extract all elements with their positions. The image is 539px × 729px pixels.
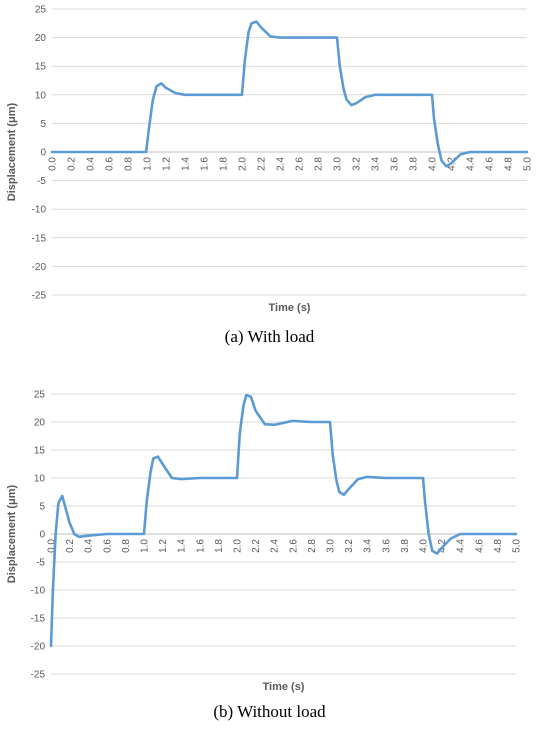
x-tick-label: 3.2: [352, 157, 363, 171]
y-tick-label: -10: [31, 586, 46, 597]
y-tick-label: 15: [34, 446, 46, 457]
x-tick-label: 4.6: [474, 539, 485, 553]
y-tick-label: 10: [35, 90, 47, 101]
x-tick-label: 1.4: [177, 539, 188, 553]
series-line: [49, 393, 518, 648]
x-tick-label: 0.2: [65, 539, 76, 553]
x-tick-label: 1.0: [143, 157, 154, 171]
y-tick-label: 25: [34, 390, 46, 401]
x-tick-label: 4.0: [428, 157, 439, 171]
x-tick-label: 1.2: [162, 157, 173, 171]
y-tick-label: 5: [40, 119, 46, 130]
y-tick-label: -5: [36, 558, 45, 569]
series-line: [50, 20, 529, 168]
y-tick-label: 0: [39, 530, 45, 541]
x-tick-label: 0.4: [86, 157, 97, 171]
y-tick-label: 20: [34, 418, 46, 429]
x-tick-label: 5.0: [523, 157, 534, 171]
x-tick-label: 2.4: [270, 539, 281, 553]
x-tick-label: 0.8: [121, 539, 132, 553]
x-tick-label: 1.6: [195, 539, 206, 553]
y-tick-label: -10: [32, 205, 47, 216]
y-tick-label: -20: [31, 642, 46, 653]
x-tick-label: 0.6: [102, 539, 113, 553]
y-tick-label: 10: [34, 474, 46, 485]
x-tick-label: 2.0: [238, 157, 249, 171]
chart-panel-with-load: 25 20 15 10 5 0 -5 -10 -15 -20 -25 0.0 0.2 0.4 0.6 0.8 1…: [0, 0, 539, 355]
x-tick-label: 4.4: [456, 539, 467, 553]
y-tick-label: 20: [35, 33, 47, 44]
x-tick-label: 3.4: [363, 539, 374, 553]
x-tick-label: 4.0: [419, 539, 430, 553]
x-tick-label: 2.2: [257, 157, 268, 171]
x-tick-label: 3.4: [371, 157, 382, 171]
y-tick-label: -5: [37, 176, 46, 187]
x-tick-label: 3.0: [333, 157, 344, 171]
y-tick-label: 25: [35, 5, 47, 16]
chart-without-load: 25 20 15 10 5 0 -5 -10 -15 -20 -25 0.0 0.2 0.4 0.6 0.8 1…: [6, 390, 523, 694]
x-tick-label: 1.2: [158, 539, 169, 553]
x-tick-label: 2.2: [251, 539, 262, 553]
x-tick-label: 2.8: [307, 539, 318, 553]
x-tick-label: 2.6: [288, 539, 299, 553]
x-tick-label: 2.4: [276, 157, 287, 171]
x-tick-label: 3.6: [390, 157, 401, 171]
x-tick-label: 0.0: [47, 539, 58, 553]
x-tick-label: 5.0: [512, 539, 523, 553]
x-tick-label: 3.8: [400, 539, 411, 553]
x-tick-label: 1.8: [214, 539, 225, 553]
y-tick-label: 0: [40, 148, 46, 159]
x-tick-label: 3.6: [381, 539, 392, 553]
y-axis-title: Displacement (μm): [6, 102, 18, 201]
y-tick-label: 5: [39, 502, 45, 513]
x-tick-label: 3.0: [326, 539, 337, 553]
y-axis-title: Displacement (μm): [6, 484, 18, 583]
y-tick-label: -20: [32, 262, 47, 273]
x-tick-label: 1.0: [140, 539, 151, 553]
caption-without-load: (b) Without load: [213, 702, 326, 721]
x-tick-label: 0.4: [84, 539, 95, 553]
x-tick-label: 4.6: [485, 157, 496, 171]
y-tick-label: -15: [32, 233, 47, 244]
x-tick-label: 4.4: [466, 157, 477, 171]
y-tick-label: -25: [32, 291, 47, 302]
x-tick-label: 0.8: [124, 157, 135, 171]
x-tick-label: 0.2: [67, 157, 78, 171]
x-tick-label: 4.8: [493, 539, 504, 553]
x-tick-label: 2.8: [314, 157, 325, 171]
x-tick-label: 1.4: [181, 157, 192, 171]
x-tick-label: 0.6: [105, 157, 116, 171]
x-tick-label: 0.0: [48, 157, 59, 171]
chart-with-load: 25 20 15 10 5 0 -5 -10 -15 -20 -25 0.0 0.2 0.4 0.6 0.8 1…: [6, 5, 534, 315]
caption-with-load: (a) With load: [224, 327, 315, 346]
x-tick-label: 2.6: [295, 157, 306, 171]
y-tick-label: 15: [35, 62, 47, 73]
x-tick-label: 4.8: [504, 157, 515, 171]
x-tick-label: 2.0: [233, 539, 244, 553]
x-tick-label: 1.8: [219, 157, 230, 171]
y-tick-label: -15: [31, 614, 46, 625]
x-tick-label: 1.6: [200, 157, 211, 171]
chart-panel-without-load: 25 20 15 10 5 0 -5 -10 -15 -20 -25 0.0 0.2 0.4 0.6 0.8 1…: [0, 368, 539, 729]
y-tick-label: -25: [31, 670, 46, 681]
x-axis-title: Time (s): [263, 681, 305, 693]
x-tick-label: 3.2: [344, 539, 355, 553]
x-tick-label: 3.8: [409, 157, 420, 171]
x-axis-title: Time (s): [269, 302, 311, 314]
